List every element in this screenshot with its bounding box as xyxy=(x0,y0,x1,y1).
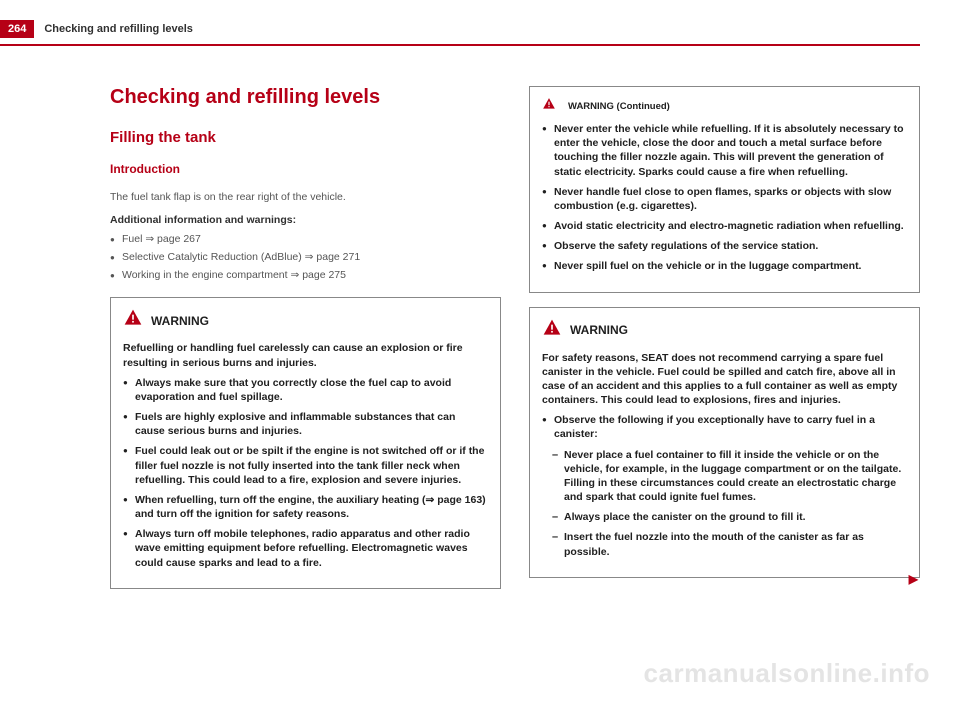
warning-sub-list: Never place a fuel container to fill it … xyxy=(542,448,907,559)
warning-box-continued: WARNING (Continued) Never enter the vehi… xyxy=(529,86,920,293)
list-item: Always place the canister on the ground … xyxy=(542,510,907,524)
warning-heading: WARNING xyxy=(123,308,488,333)
warning-heading: WARNING (Continued) xyxy=(542,97,907,116)
intro-paragraph: The fuel tank flap is on the rear right … xyxy=(110,190,501,204)
warning-intro: For safety reasons, SEAT does not recomm… xyxy=(542,351,907,408)
list-item: Never spill fuel on the vehicle or in th… xyxy=(542,259,907,273)
list-item: Avoid static electricity and electro-mag… xyxy=(542,219,907,233)
list-item: Fuel could leak out or be spilt if the e… xyxy=(123,444,488,487)
list-item: Observe the safety regulations of the se… xyxy=(542,239,907,253)
warning-box: WARNING Refuelling or handling fuel care… xyxy=(110,297,501,588)
list-item: Selective Catalytic Reduction (AdBlue) ⇒… xyxy=(110,250,501,266)
page-container: 264 Checking and refilling levels Checki… xyxy=(0,0,960,701)
list-item: Observe the following if you exceptional… xyxy=(542,413,907,441)
warning-box: WARNING For safety reasons, SEAT does no… xyxy=(529,307,920,578)
list-item: Never handle fuel close to open flames, … xyxy=(542,185,907,213)
list-item: Always turn off mobile telephones, radio… xyxy=(123,527,488,570)
warning-triangle-icon xyxy=(542,97,556,116)
warning-bullet-list: Observe the following if you exceptional… xyxy=(542,413,907,441)
warning-label: WARNING xyxy=(151,314,209,328)
running-title: Checking and refilling levels xyxy=(44,23,193,35)
warning-heading: WARNING xyxy=(542,318,907,343)
list-item: When refuelling, turn off the engine, th… xyxy=(123,493,488,521)
warning-bullet-list: Never enter the vehicle while refuelling… xyxy=(542,122,907,274)
additional-info-list: Fuel ⇒ page 267 Selective Catalytic Redu… xyxy=(110,232,501,283)
warning-intro: Refuelling or handling fuel carelessly c… xyxy=(123,341,488,369)
additional-info-heading: Additional information and warnings: xyxy=(110,214,501,226)
header-rule xyxy=(0,44,920,46)
list-item: Working in the engine compartment ⇒ page… xyxy=(110,268,501,284)
section-title: Filling the tank xyxy=(110,129,501,146)
list-item: Never place a fuel container to fill it … xyxy=(542,448,907,505)
list-item: Never enter the vehicle while refuelling… xyxy=(542,122,907,179)
left-column: Checking and refilling levels Filling th… xyxy=(110,86,501,601)
warning-triangle-icon xyxy=(542,318,562,343)
warning-label: WARNING xyxy=(570,323,628,337)
content-columns: Checking and refilling levels Filling th… xyxy=(0,86,920,601)
list-item: Fuels are highly explosive and inflammab… xyxy=(123,410,488,438)
page-number: 264 xyxy=(0,20,34,38)
chapter-title: Checking and refilling levels xyxy=(110,86,501,109)
right-column: WARNING (Continued) Never enter the vehi… xyxy=(529,86,920,601)
warning-label-continued: WARNING (Continued) xyxy=(568,101,670,112)
list-item: Fuel ⇒ page 267 xyxy=(110,232,501,248)
subsection-title: Introduction xyxy=(110,162,501,176)
warning-bullet-list: Always make sure that you correctly clos… xyxy=(123,376,488,570)
running-header: 264 Checking and refilling levels xyxy=(0,20,920,38)
continuation-arrow-icon: ▶ xyxy=(909,572,918,586)
watermark-text: carmanualsonline.info xyxy=(644,658,930,689)
warning-triangle-icon xyxy=(123,308,143,333)
list-item: Insert the fuel nozzle into the mouth of… xyxy=(542,530,907,558)
list-item: Always make sure that you correctly clos… xyxy=(123,376,488,404)
